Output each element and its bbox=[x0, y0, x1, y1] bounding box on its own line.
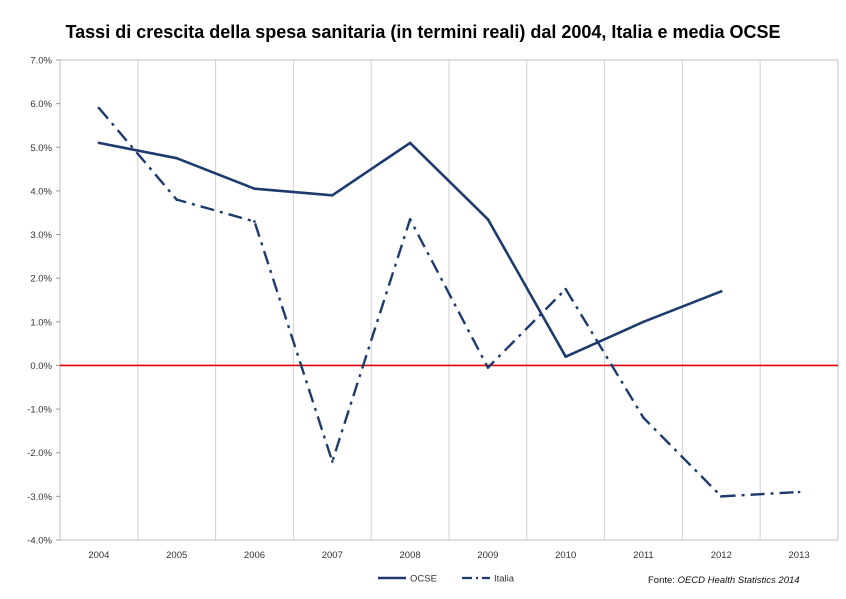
source-prefix: Fonte: bbox=[648, 575, 678, 586]
data-point-italia bbox=[642, 416, 645, 420]
y-tick-label: -2.0% bbox=[27, 448, 52, 459]
legend-label-ocse: OCSE bbox=[410, 574, 437, 585]
y-tick-label: 0.0% bbox=[30, 361, 52, 372]
data-point-ocse bbox=[486, 217, 490, 221]
x-tick-label: 2007 bbox=[322, 550, 343, 561]
x-tick-label: 2009 bbox=[477, 550, 498, 561]
data-point-ocse bbox=[175, 156, 178, 160]
series-line-italia bbox=[97, 107, 800, 498]
x-tick-label: 2004 bbox=[88, 550, 109, 561]
source-note: Fonte: OECD Health Statistics 2014 bbox=[648, 575, 800, 586]
x-tick-label: 2013 bbox=[789, 550, 810, 561]
y-tick-label: 3.0% bbox=[30, 230, 52, 241]
x-tick-label: 2006 bbox=[244, 550, 265, 561]
y-tick-label: 1.0% bbox=[30, 317, 52, 328]
y-tick-label: -3.0% bbox=[27, 492, 52, 503]
y-tick-label: 6.0% bbox=[30, 99, 52, 110]
data-point-ocse bbox=[720, 289, 723, 293]
data-point-italia bbox=[564, 287, 567, 291]
legend-label-italia: Italia bbox=[494, 574, 515, 585]
data-point-ocse bbox=[97, 141, 101, 145]
x-tick-label: 2012 bbox=[711, 550, 732, 561]
x-tick-label: 2011 bbox=[633, 550, 653, 561]
y-tick-label: 5.0% bbox=[30, 143, 52, 154]
data-point-italia bbox=[720, 495, 723, 498]
x-tick-label: 2008 bbox=[400, 550, 421, 561]
data-point-italia bbox=[331, 460, 334, 463]
y-tick-label: -1.0% bbox=[27, 405, 52, 416]
x-tick-label: 2010 bbox=[555, 550, 576, 561]
data-point-ocse bbox=[331, 193, 334, 197]
y-tick-label: -4.0% bbox=[27, 536, 52, 547]
y-tick-label: 4.0% bbox=[30, 186, 52, 197]
data-point-ocse bbox=[408, 141, 412, 145]
data-point-italia bbox=[797, 490, 801, 494]
data-point-ocse bbox=[564, 355, 567, 359]
data-point-italia bbox=[408, 217, 412, 221]
series-line-ocse bbox=[98, 141, 722, 359]
data-point-italia bbox=[97, 106, 101, 110]
x-tick-label: 2005 bbox=[166, 550, 187, 561]
data-point-ocse bbox=[642, 320, 645, 324]
data-point-ocse bbox=[253, 187, 256, 191]
y-tick-label: 2.0% bbox=[30, 274, 52, 285]
data-point-italia bbox=[175, 198, 178, 201]
chart-title: Tassi di crescita della spesa sanitaria … bbox=[65, 22, 781, 42]
y-tick-label: 7.0% bbox=[30, 56, 52, 67]
data-point-italia bbox=[253, 220, 256, 223]
data-point-italia bbox=[486, 366, 490, 369]
source-name: OECD Health Statistics 2014 bbox=[677, 575, 800, 586]
